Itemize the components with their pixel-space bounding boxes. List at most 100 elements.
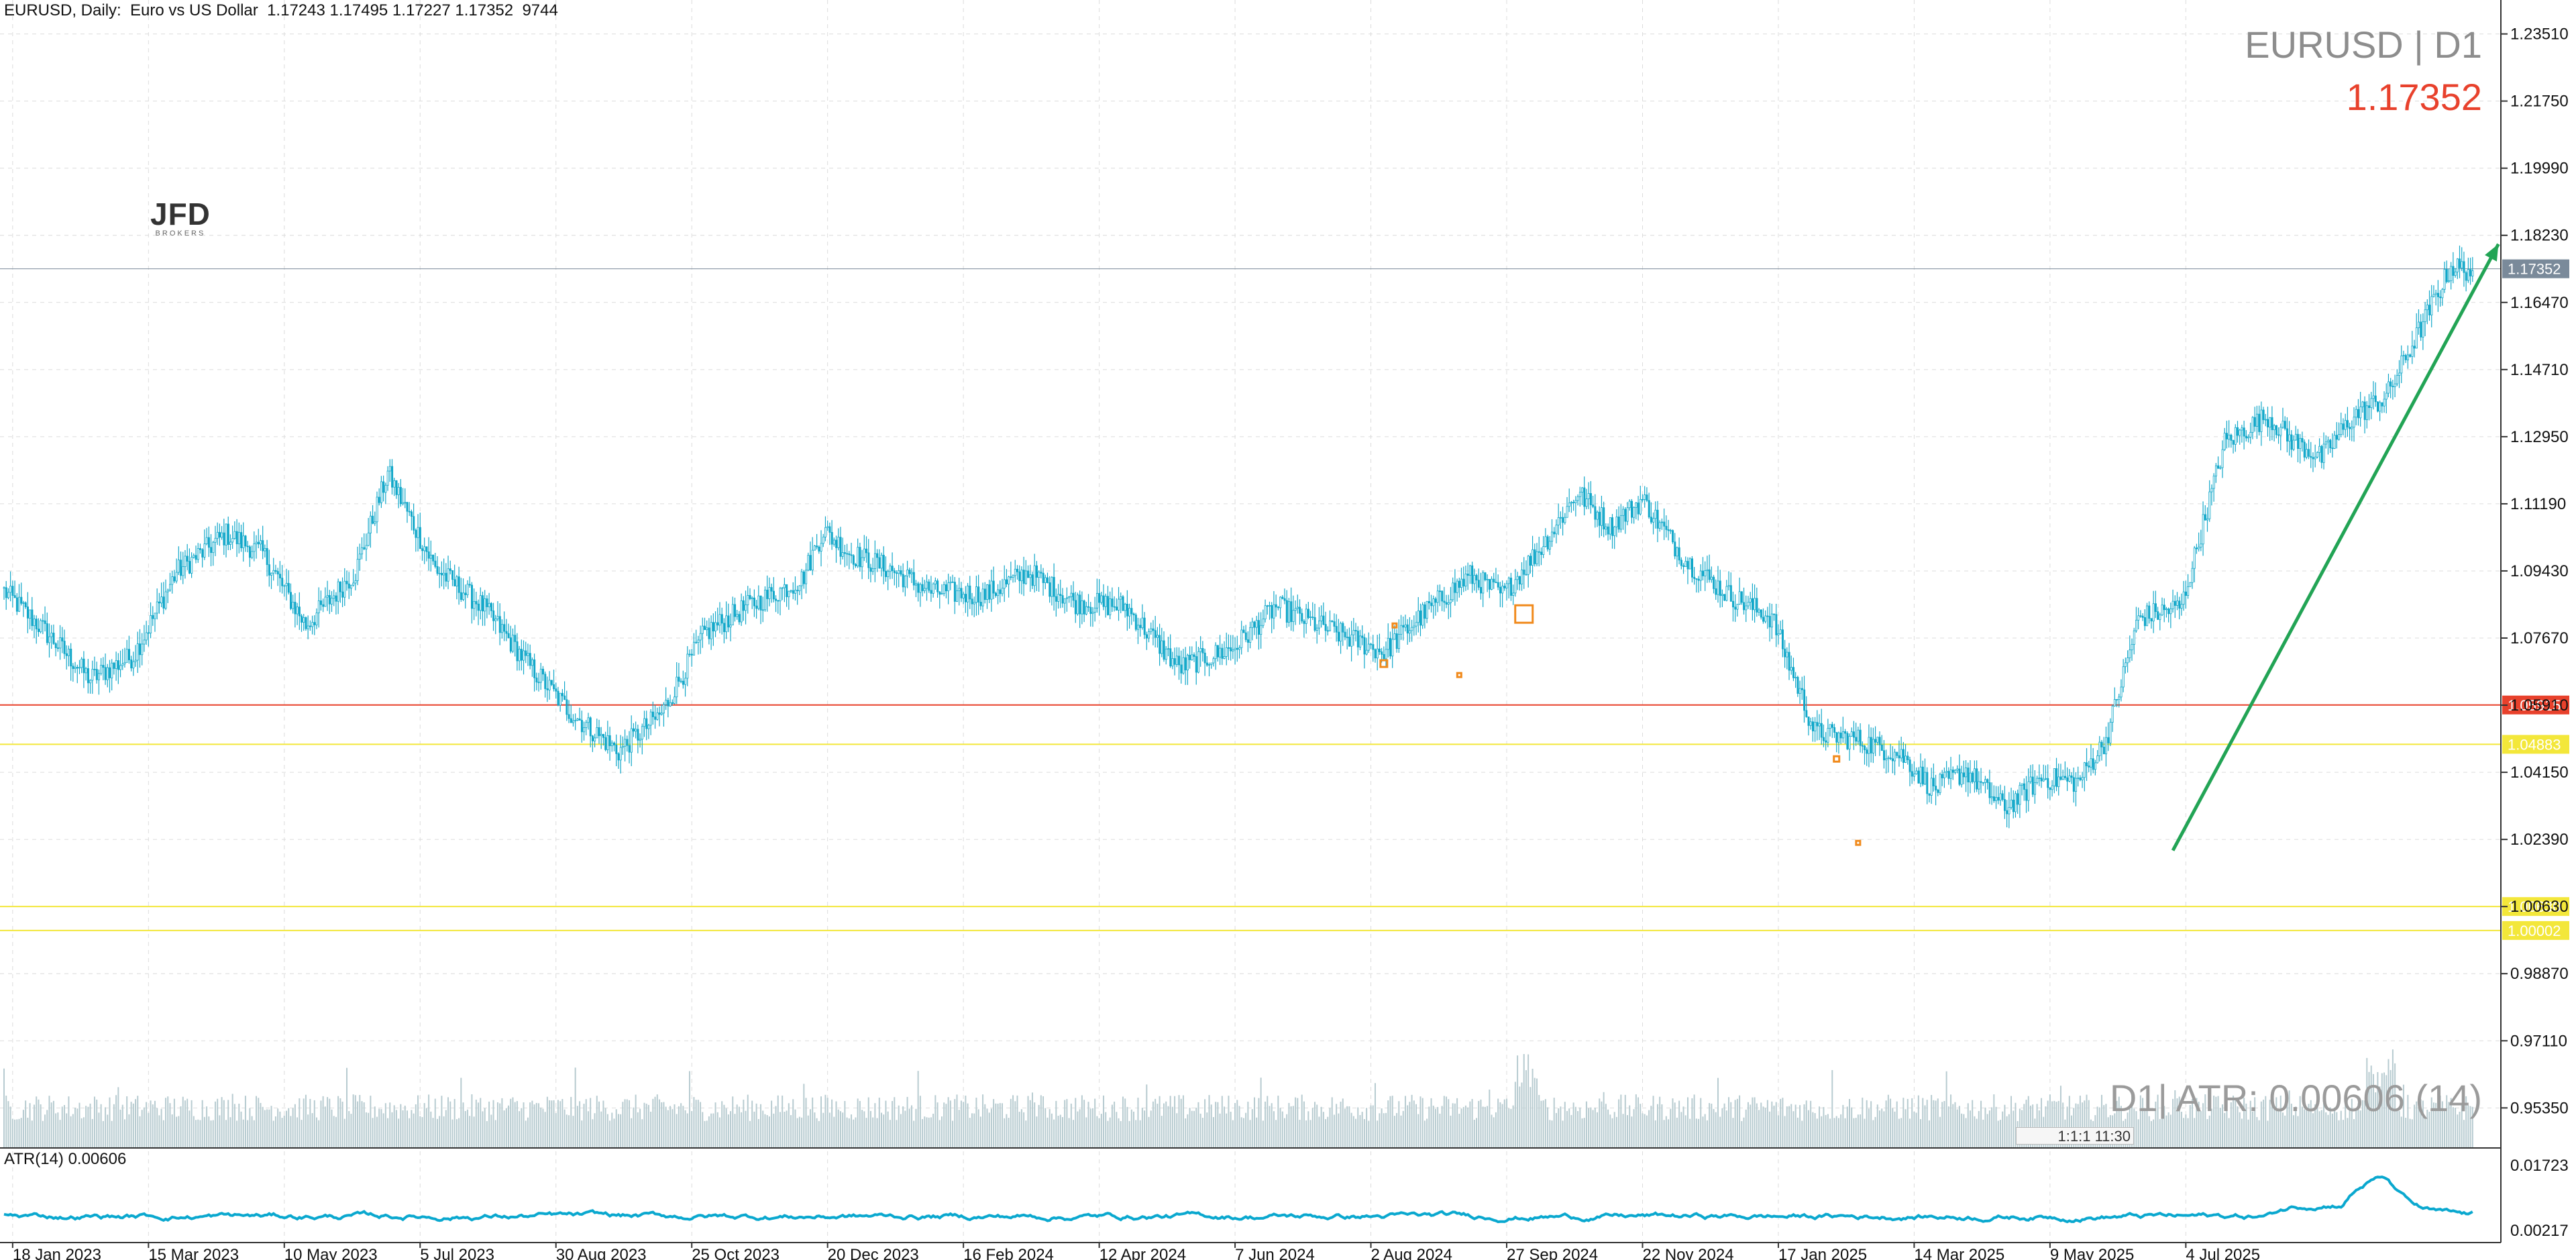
price-tick-label: 1.05910 <box>2510 696 2569 715</box>
volume-bar <box>128 1114 130 1148</box>
volume-bar <box>1240 1117 1242 1148</box>
volume-bar <box>231 1094 233 1148</box>
volume-bar <box>2424 1118 2426 1148</box>
volume-bar <box>1519 1086 1521 1148</box>
candle-body <box>1236 647 1238 650</box>
volume-bar <box>2150 1120 2152 1148</box>
volume-bar <box>1464 1105 1466 1148</box>
candle-body <box>2169 609 2172 615</box>
volume-bar <box>1249 1120 1251 1148</box>
volume-bar <box>1491 1114 1493 1148</box>
candle-body <box>2241 427 2243 431</box>
candle-body <box>1971 772 1974 782</box>
volume-bar <box>828 1112 830 1148</box>
volume-bar <box>1831 1069 1833 1148</box>
volume-bar <box>2263 1100 2265 1148</box>
volume-bar <box>1857 1114 1859 1148</box>
candle-body <box>2129 649 2131 658</box>
volume-bar <box>2336 1112 2338 1148</box>
candle-body <box>141 643 144 655</box>
volume-bar <box>1898 1118 1900 1148</box>
volume-bar <box>1038 1104 1040 1148</box>
time-tick-label: 20 Dec 2023 <box>828 1246 919 1260</box>
volume-bar <box>1437 1106 1439 1148</box>
candle-body <box>367 533 370 546</box>
volume-bar <box>2105 1104 2107 1148</box>
candle-body <box>1426 600 1428 619</box>
candle-body <box>1665 525 1668 530</box>
volume-bar <box>1702 1116 1704 1148</box>
candle-body <box>971 598 973 605</box>
candle-body <box>1180 664 1183 674</box>
logo-main-text: JFD <box>150 197 211 231</box>
volume-bar <box>2006 1116 2008 1148</box>
price-tick-label: 1.07670 <box>2510 629 2569 647</box>
volume-bar <box>1844 1118 1846 1148</box>
candle-body <box>132 661 135 669</box>
candle-body <box>908 569 911 574</box>
candle-body <box>2193 547 2196 569</box>
candle-body <box>805 570 808 584</box>
candle-body <box>223 532 225 545</box>
trend-arrow-line[interactable] <box>2171 243 2500 851</box>
volume-bar <box>796 1118 798 1148</box>
trend-arrow-head[interactable] <box>2485 244 2499 262</box>
volume-bar <box>421 1116 423 1148</box>
trend-arrow[interactable] <box>2171 243 2500 851</box>
candle-body <box>684 678 687 685</box>
candle-body <box>1850 731 1853 737</box>
volume-bar <box>1098 1118 1100 1148</box>
candle-body <box>1171 658 1174 667</box>
volume-bar <box>1004 1118 1006 1148</box>
candle-body <box>2100 741 2103 747</box>
candle-body <box>1676 547 1678 557</box>
broker-logo: JFD BROKERS <box>150 199 211 238</box>
volume-bar <box>1540 1100 1542 1148</box>
volume-bar <box>167 1096 169 1148</box>
candle-body <box>313 622 316 625</box>
volume-bar <box>2325 1112 2327 1148</box>
candle-body <box>764 589 767 611</box>
volume-bar <box>2295 1106 2297 1148</box>
volume-bar <box>2082 1102 2084 1148</box>
volume-bar <box>561 1099 564 1148</box>
candle-body <box>1639 498 1642 515</box>
candle-body <box>356 559 359 581</box>
volume-bar <box>1717 1078 1719 1148</box>
volume-bar <box>363 1102 365 1148</box>
candle-body <box>1329 621 1332 631</box>
volume-bar <box>820 1096 822 1148</box>
volume-bar <box>1482 1106 1484 1148</box>
volume-bar <box>59 1120 61 1148</box>
volume-bar <box>376 1116 378 1148</box>
volume-bar <box>341 1101 343 1148</box>
volume-bar <box>1945 1071 1947 1148</box>
volume-bar <box>2267 1120 2269 1148</box>
volume-bar <box>702 1112 704 1148</box>
volume-bar <box>324 1106 326 1148</box>
candle-body <box>1766 615 1769 617</box>
volume-bar <box>1487 1106 1489 1148</box>
candle-body <box>2342 423 2345 430</box>
candle-body <box>1788 651 1790 671</box>
candle-body <box>1678 547 1680 561</box>
volume-bar <box>299 1098 301 1148</box>
candle-body <box>637 729 639 741</box>
candle-body <box>1318 621 1321 629</box>
volume-bar <box>1762 1106 1764 1148</box>
candle-body <box>2273 425 2275 431</box>
candle-body <box>1104 596 1107 607</box>
candle-body <box>923 588 926 591</box>
candle-body <box>604 737 607 750</box>
volume-bar <box>1195 1107 1197 1148</box>
candle-body <box>498 616 501 633</box>
volume-bar <box>387 1118 389 1148</box>
volume-bar <box>1588 1108 1590 1148</box>
candle-body <box>309 625 311 627</box>
candle-body <box>393 480 396 488</box>
volume-bar <box>846 1117 848 1148</box>
volume-bar <box>141 1110 143 1148</box>
